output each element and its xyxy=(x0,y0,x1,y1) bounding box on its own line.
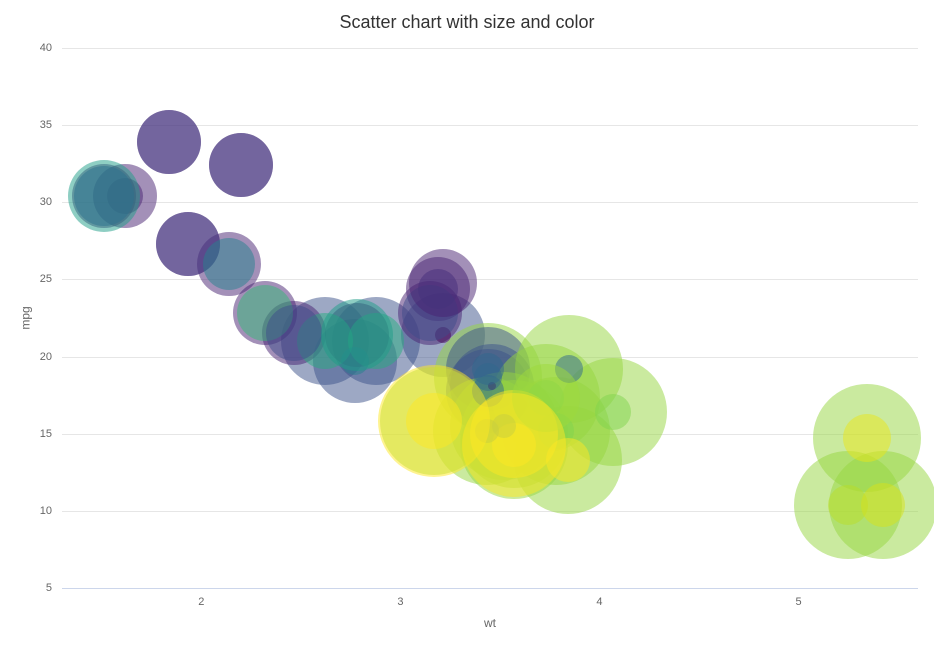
y-tick-label: 15 xyxy=(40,428,52,440)
x-axis-line xyxy=(62,588,918,589)
y-tick-label: 20 xyxy=(40,351,52,363)
y-tick-label: 25 xyxy=(40,273,52,285)
x-tick-label: 2 xyxy=(198,596,204,608)
x-tick-label: 4 xyxy=(596,596,602,608)
y-tick-label: 35 xyxy=(40,119,52,131)
y-tick-label: 30 xyxy=(40,196,52,208)
bubble-chart[interactable]: Scatter chart with size and color wt mpg… xyxy=(0,0,934,650)
bubble-point[interactable] xyxy=(462,393,566,497)
bubble-point[interactable] xyxy=(203,238,255,290)
x-axis-title: wt xyxy=(484,616,496,630)
x-tick-label: 5 xyxy=(795,596,801,608)
y-gridline xyxy=(62,48,918,49)
bubble-point[interactable] xyxy=(209,133,273,197)
bubble-point[interactable] xyxy=(74,166,134,226)
y-tick-label: 10 xyxy=(40,505,52,517)
bubble-point[interactable] xyxy=(266,305,322,361)
bubble-point[interactable] xyxy=(861,483,905,527)
y-gridline xyxy=(62,202,918,203)
chart-title: Scatter chart with size and color xyxy=(0,12,934,33)
y-tick-label: 5 xyxy=(46,582,52,594)
bubble-point[interactable] xyxy=(137,110,201,174)
y-gridline xyxy=(62,279,918,280)
bubble-point[interactable] xyxy=(595,394,631,430)
x-tick-label: 3 xyxy=(397,596,403,608)
bubble-point[interactable] xyxy=(843,414,891,462)
bubble-point[interactable] xyxy=(321,299,393,371)
y-axis-title: mpg xyxy=(19,306,33,329)
plot-area[interactable] xyxy=(62,48,918,588)
y-gridline xyxy=(62,511,918,512)
y-tick-label: 40 xyxy=(40,42,52,54)
bubble-point[interactable] xyxy=(409,249,477,317)
